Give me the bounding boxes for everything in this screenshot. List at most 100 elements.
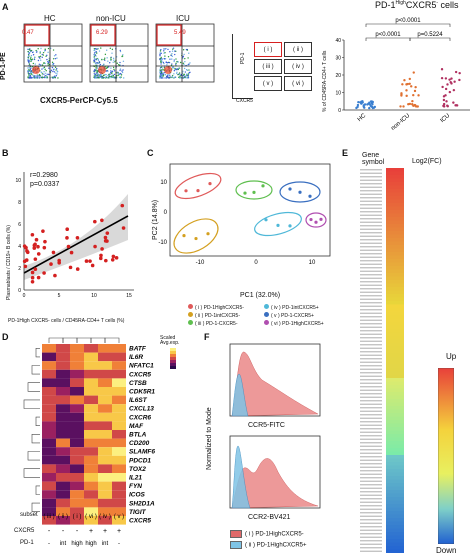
heat-cell xyxy=(98,455,112,465)
heat-cell xyxy=(42,438,56,448)
flow-event xyxy=(113,59,115,61)
dendrogram-branch xyxy=(31,434,40,444)
flow-event xyxy=(56,68,58,70)
flow-event xyxy=(45,70,47,72)
flow-event xyxy=(100,47,102,49)
heat-cell xyxy=(112,404,126,413)
fc-cell xyxy=(386,430,404,434)
fc-cell xyxy=(386,308,404,312)
subset-label: ( iii ) xyxy=(43,514,54,520)
gene-label: CXCR5 xyxy=(129,518,151,525)
flow-event xyxy=(29,49,31,51)
flow-event xyxy=(29,59,31,61)
pca-point xyxy=(261,184,265,188)
flow-event xyxy=(119,61,121,64)
pca-xlabel: PC1 (32.0%) xyxy=(240,292,281,299)
flow-event xyxy=(97,59,100,62)
flow-event xyxy=(120,74,123,76)
legend-text: ( v ) PD-1-CXCR5+ xyxy=(271,313,314,319)
scatter-point xyxy=(120,203,125,208)
fc-cell xyxy=(386,539,404,543)
dot-point xyxy=(458,71,461,75)
pca-legend-item: ( v ) PD-1-CXCR5+ xyxy=(264,312,314,319)
heat-cell xyxy=(42,344,56,353)
flow-event xyxy=(185,48,188,51)
flow-event xyxy=(112,61,114,63)
flow-event xyxy=(171,53,173,55)
scatter-xtick: 0 xyxy=(23,293,26,299)
heat-cell xyxy=(84,490,98,499)
flow-event xyxy=(47,51,49,54)
dot-point xyxy=(445,100,448,103)
heat-cell xyxy=(84,352,98,362)
flow-event xyxy=(111,72,113,75)
flow-event xyxy=(160,59,163,61)
heat-cell xyxy=(112,507,126,516)
fc-cell xyxy=(386,423,404,427)
panel-label-a: A xyxy=(2,2,9,12)
heat-cell xyxy=(42,473,56,482)
fc-cell xyxy=(386,311,404,315)
scatter-point xyxy=(36,244,40,249)
fc-cell xyxy=(386,245,404,249)
flow-event xyxy=(187,73,190,75)
subset-label: ( v ) xyxy=(114,514,124,520)
heat-cell xyxy=(84,361,98,370)
heat-cell xyxy=(112,430,126,439)
pca-xtick: 10 xyxy=(309,260,316,266)
flow-event xyxy=(44,48,46,50)
fc-cell xyxy=(386,483,404,487)
flow-event xyxy=(93,52,96,54)
gate-cell-i: ( i ) xyxy=(254,42,282,57)
dot-ytick-label: 20 xyxy=(335,73,341,79)
pval-bracket xyxy=(365,23,451,27)
dot-point xyxy=(356,103,360,107)
flow-event xyxy=(173,59,175,61)
dot-point xyxy=(450,77,453,80)
gene-label: CXCR5 xyxy=(129,371,151,378)
gate-cell-v: ( v ) xyxy=(254,76,282,91)
fc-cell xyxy=(386,315,404,319)
flow-event xyxy=(186,74,188,77)
heat-cell xyxy=(84,378,98,387)
flow-event xyxy=(110,58,112,61)
scatter-point xyxy=(32,243,37,248)
flow-event xyxy=(179,74,181,76)
flow-event xyxy=(27,50,29,53)
flow-event xyxy=(182,49,185,51)
flow-event xyxy=(162,69,164,71)
fc-cell xyxy=(386,462,404,466)
fc-cell xyxy=(386,493,404,497)
flow-event xyxy=(116,74,118,77)
flow-event xyxy=(183,67,186,70)
fc-cell xyxy=(386,332,404,336)
heat-cell xyxy=(112,395,126,405)
fc-cell xyxy=(386,511,404,515)
flow-event xyxy=(93,76,95,78)
scatter-ytick: 2 xyxy=(18,266,21,272)
flow-event xyxy=(174,67,176,70)
flow-event xyxy=(119,50,122,53)
flow-event xyxy=(160,56,162,59)
pca-xtick: 0 xyxy=(254,260,258,266)
dot-point xyxy=(403,79,406,82)
dot-point xyxy=(440,68,444,71)
pca-point xyxy=(308,194,312,198)
heat-cell xyxy=(70,507,84,516)
gate-cell-ii: ( ii ) xyxy=(284,42,312,57)
dot-ytick-label: 40 xyxy=(335,38,341,44)
dot-point xyxy=(455,104,459,107)
panel-label-f: F xyxy=(204,332,210,342)
flow-event xyxy=(27,71,29,73)
heat-cell xyxy=(112,378,126,387)
dot-point xyxy=(446,105,449,108)
fc-cell xyxy=(386,269,404,273)
dot-point xyxy=(452,88,456,92)
flow-event xyxy=(39,74,41,77)
gene-col-header: Gene symbol xyxy=(362,152,385,166)
pval-bracket xyxy=(409,37,451,41)
heat-cell xyxy=(56,387,70,396)
heat-cell xyxy=(70,352,84,362)
flow-event xyxy=(110,57,112,59)
fc-cell xyxy=(386,528,404,532)
